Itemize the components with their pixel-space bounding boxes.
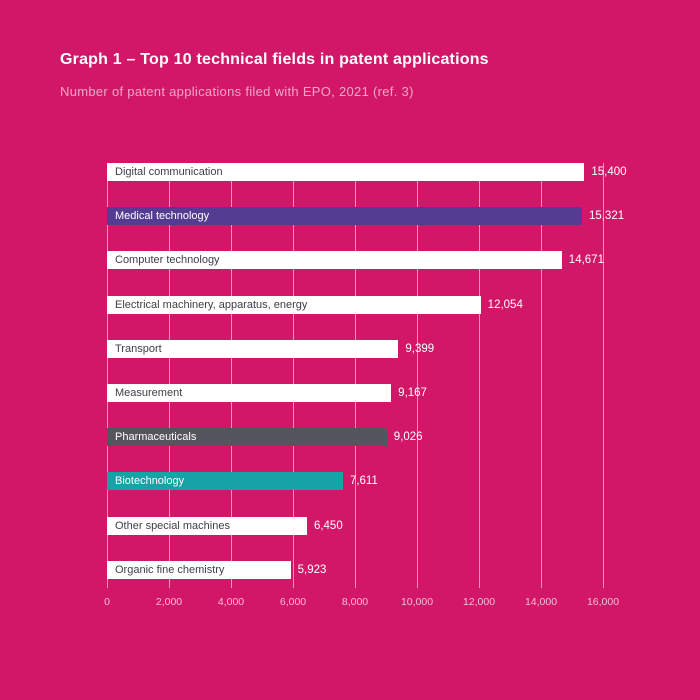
value-label: 15,400 (591, 166, 627, 178)
category-label: Measurement (115, 387, 183, 399)
value-label: 9,026 (393, 431, 423, 444)
gridline-12000 (479, 163, 480, 588)
category-label: Transport (115, 342, 162, 355)
bar (107, 295, 481, 314)
value-label: 14,671 (568, 254, 604, 267)
bar-row: Pharmaceuticals 9,026 (107, 428, 603, 447)
bar-row: Digital communication 15,400 (107, 163, 627, 181)
bar (107, 472, 343, 491)
value-label: 12,054 (487, 298, 523, 311)
x-axis: 0 2,000 4,000 6,000 8,000 10,000 12,000 14,000 1… (104, 596, 619, 612)
chart-title: Graph 1 – Top 10 technical fields in pat… (60, 51, 489, 68)
bar-row: Measurement 9,167 (107, 384, 603, 402)
bar (107, 163, 585, 181)
gridline-2000 (169, 163, 170, 588)
value-label: 15,321 (588, 210, 625, 223)
bar (107, 516, 307, 535)
bar (107, 384, 392, 402)
value-label: 9,399 (405, 342, 435, 355)
bar-row: Medical technology 15,321 (107, 207, 624, 226)
bar-chart-plot-area: Digital communication 15,400 Medical techn… (104, 163, 627, 608)
category-label: Pharmaceuticals (115, 431, 197, 444)
category-label: Computer technology (115, 254, 220, 267)
bar (107, 339, 399, 358)
x-tick-label-0: 0 (104, 596, 110, 608)
category-label: Medical technology (115, 210, 210, 223)
bar (107, 428, 387, 447)
category-label: Organic fine chemistry (115, 563, 225, 576)
x-tick-label-8000: 8,000 (341, 596, 369, 608)
value-label: 5,923 (297, 563, 327, 576)
chart-subtitle: Number of patent applications filed with… (60, 84, 414, 99)
category-label: Biotechnology (115, 475, 185, 488)
x-tick-label-14000: 14,000 (524, 596, 558, 608)
x-tick-label-10000: 10,000 (400, 596, 434, 608)
bar (107, 207, 582, 226)
value-label: 9,167 (398, 387, 427, 399)
x-tick-label-4000: 4,000 (217, 596, 245, 608)
gridline-8000 (355, 163, 356, 588)
bar (107, 560, 291, 579)
bar-row: Biotechnology 7,611 (107, 472, 603, 491)
gridline-4000 (231, 163, 232, 588)
gridline-14000 (541, 163, 542, 588)
value-label: 7,611 (349, 475, 378, 488)
gridline-16000 (603, 163, 604, 588)
bar-row: Other special machines 6,450 (107, 516, 603, 535)
category-label: Other special machines (115, 519, 230, 532)
bar (107, 251, 562, 270)
gridline-10000 (417, 163, 418, 588)
category-label: Digital communication (115, 166, 223, 178)
gridline-0 (107, 163, 108, 588)
gridline-6000 (293, 163, 294, 588)
bar-row: Organic fine chemistry 5,923 (107, 560, 603, 579)
x-tick-label-6000: 6,000 (279, 596, 307, 608)
category-label: Electrical machinery, apparatus, energy (115, 298, 308, 311)
x-tick-label-12000: 12,000 (462, 596, 496, 608)
x-tick-label-16000: 16,000 (586, 596, 620, 608)
bar-row: Electrical machinery, apparatus, energy 1… (107, 295, 603, 314)
bar-row: Transport 9,399 (107, 339, 603, 358)
bar-row: Computer technology 14,671 (107, 251, 604, 270)
value-label: 6,450 (313, 519, 343, 532)
x-tick-label-2000: 2,000 (155, 596, 183, 608)
